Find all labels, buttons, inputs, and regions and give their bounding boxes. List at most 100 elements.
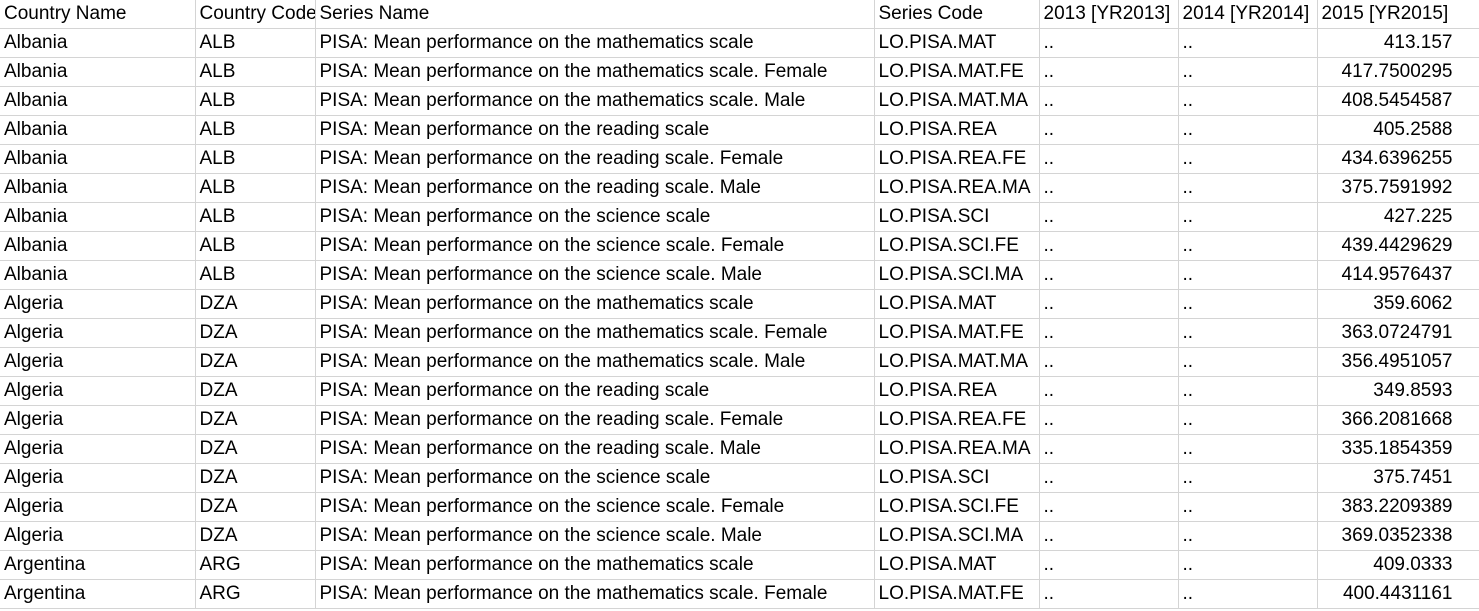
cell-country-name[interactable]: Algeria [0,434,196,464]
cell-2013[interactable]: .. [1039,57,1179,87]
cell-country-code[interactable]: DZA [195,405,316,435]
cell-2014[interactable]: .. [1178,86,1318,116]
cell-series-code[interactable]: LO.PISA.REA [874,376,1040,406]
cell-country-code[interactable]: ALB [195,260,316,290]
cell-series-code[interactable]: LO.PISA.MAT.FE [874,57,1040,87]
cell-2015[interactable]: 375.7591992 [1317,173,1479,203]
cell-2015[interactable]: 405.2588 [1317,115,1479,145]
cell-2015[interactable]: 409.0333 [1317,550,1479,580]
cell-2015[interactable]: 363.0724791 [1317,318,1479,348]
cell-series-name[interactable]: PISA: Mean performance on the science sc… [315,202,875,232]
cell-series-name[interactable]: PISA: Mean performance on the mathematic… [315,86,875,116]
cell-2014[interactable]: .. [1178,115,1318,145]
cell-country-name[interactable]: Albania [0,57,196,87]
cell-series-name[interactable]: PISA: Mean performance on the science sc… [315,521,875,551]
cell-2014[interactable]: .. [1178,144,1318,174]
cell-series-name[interactable]: PISA: Mean performance on the science sc… [315,231,875,261]
cell-2013[interactable]: .. [1039,231,1179,261]
cell-2015[interactable]: 414.9576437 [1317,260,1479,290]
cell-2015[interactable]: 356.4951057 [1317,347,1479,377]
cell-series-name[interactable]: PISA: Mean performance on the mathematic… [315,28,875,58]
cell-2013[interactable]: .. [1039,115,1179,145]
cell-country-code[interactable]: DZA [195,463,316,493]
cell-country-name[interactable]: Albania [0,144,196,174]
cell-series-name[interactable]: PISA: Mean performance on the science sc… [315,463,875,493]
cell-country-name[interactable]: Algeria [0,289,196,319]
cell-country-code[interactable]: DZA [195,289,316,319]
cell-2014[interactable]: .. [1178,550,1318,580]
cell-2014[interactable]: .. [1178,492,1318,522]
cell-2015[interactable]: 366.2081668 [1317,405,1479,435]
cell-2014[interactable]: .. [1178,521,1318,551]
cell-2014[interactable]: .. [1178,579,1318,609]
cell-country-name[interactable]: Albania [0,173,196,203]
cell-country-code[interactable]: DZA [195,434,316,464]
cell-country-code[interactable]: ALB [195,115,316,145]
cell-series-code[interactable]: LO.PISA.MAT.MA [874,347,1040,377]
cell-2015[interactable]: 383.2209389 [1317,492,1479,522]
cell-2013[interactable]: .. [1039,434,1179,464]
cell-country-name[interactable]: Albania [0,231,196,261]
cell-2015[interactable]: 359.6062 [1317,289,1479,319]
cell-series-code[interactable]: LO.PISA.REA.FE [874,405,1040,435]
cell-series-name[interactable]: PISA: Mean performance on the reading sc… [315,173,875,203]
cell-country-code[interactable]: ALB [195,202,316,232]
cell-2014[interactable]: .. [1178,463,1318,493]
cell-series-code[interactable]: LO.PISA.REA.MA [874,434,1040,464]
cell-country-name[interactable]: Algeria [0,463,196,493]
cell-2015[interactable]: 427.225 [1317,202,1479,232]
cell-2013[interactable]: .. [1039,521,1179,551]
cell-country-code[interactable]: DZA [195,521,316,551]
cell-2014[interactable]: .. [1178,289,1318,319]
cell-series-code[interactable]: LO.PISA.MAT.MA [874,86,1040,116]
header-cell-2013[interactable]: 2013 [YR2013] [1039,0,1179,29]
cell-series-code[interactable]: LO.PISA.MAT [874,289,1040,319]
cell-country-code[interactable]: ALB [195,173,316,203]
cell-country-code[interactable]: ALB [195,86,316,116]
cell-country-name[interactable]: Albania [0,260,196,290]
cell-country-name[interactable]: Algeria [0,376,196,406]
cell-2014[interactable]: .. [1178,347,1318,377]
cell-country-name[interactable]: Argentina [0,550,196,580]
cell-2013[interactable]: .. [1039,289,1179,319]
cell-series-name[interactable]: PISA: Mean performance on the reading sc… [315,376,875,406]
cell-series-code[interactable]: LO.PISA.SCI.FE [874,231,1040,261]
header-cell-country-code[interactable]: Country Code [195,0,316,29]
cell-series-name[interactable]: PISA: Mean performance on the mathematic… [315,550,875,580]
cell-country-name[interactable]: Albania [0,86,196,116]
cell-2015[interactable]: 417.7500295 [1317,57,1479,87]
cell-2014[interactable]: .. [1178,405,1318,435]
cell-2013[interactable]: .. [1039,318,1179,348]
cell-2015[interactable]: 413.157 [1317,28,1479,58]
cell-country-code[interactable]: ALB [195,231,316,261]
cell-2015[interactable]: 375.7451 [1317,463,1479,493]
cell-country-code[interactable]: DZA [195,347,316,377]
cell-series-code[interactable]: LO.PISA.MAT.FE [874,579,1040,609]
cell-2015[interactable]: 369.0352338 [1317,521,1479,551]
cell-2013[interactable]: .. [1039,579,1179,609]
cell-2013[interactable]: .. [1039,347,1179,377]
cell-series-name[interactable]: PISA: Mean performance on the mathematic… [315,347,875,377]
cell-2014[interactable]: .. [1178,28,1318,58]
cell-2014[interactable]: .. [1178,318,1318,348]
cell-country-code[interactable]: DZA [195,492,316,522]
cell-2014[interactable]: .. [1178,202,1318,232]
cell-country-name[interactable]: Algeria [0,405,196,435]
cell-country-code[interactable]: ALB [195,57,316,87]
cell-2015[interactable]: 408.5454587 [1317,86,1479,116]
cell-2014[interactable]: .. [1178,376,1318,406]
cell-series-code[interactable]: LO.PISA.SCI.MA [874,521,1040,551]
cell-2013[interactable]: .. [1039,86,1179,116]
header-cell-series-name[interactable]: Series Name [315,0,875,29]
cell-2015[interactable]: 434.6396255 [1317,144,1479,174]
header-cell-series-code[interactable]: Series Code [874,0,1040,29]
cell-country-code[interactable]: ALB [195,28,316,58]
cell-2014[interactable]: .. [1178,173,1318,203]
cell-2015[interactable]: 335.1854359 [1317,434,1479,464]
cell-series-code[interactable]: LO.PISA.REA.FE [874,144,1040,174]
cell-2013[interactable]: .. [1039,550,1179,580]
header-cell-country-name[interactable]: Country Name [0,0,196,29]
cell-country-code[interactable]: DZA [195,318,316,348]
cell-2013[interactable]: .. [1039,28,1179,58]
cell-2013[interactable]: .. [1039,463,1179,493]
